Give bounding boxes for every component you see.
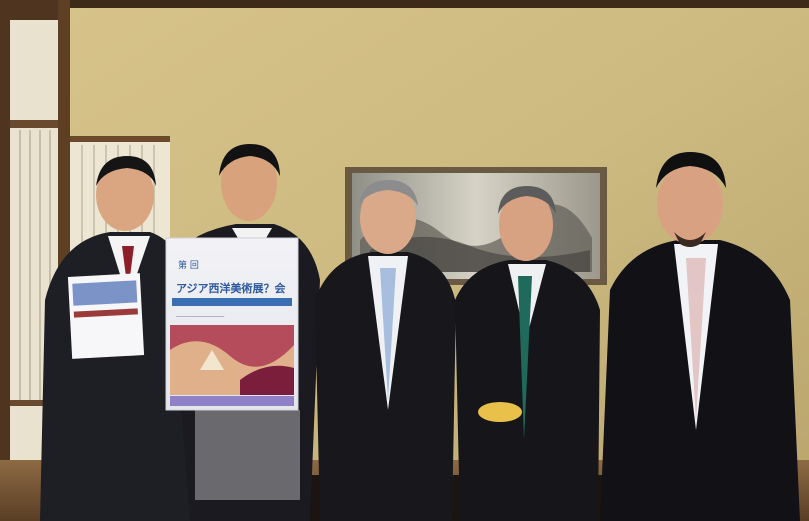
person-4 [455, 186, 600, 521]
event-poster: 第 回 アジア西洋美術展？会 ──────────────── [165, 237, 299, 411]
brochure [67, 273, 145, 359]
poster-title-line2: アジア西洋美術展？会 [176, 281, 287, 295]
poster-title-line1: 第 回 [178, 259, 199, 271]
person-3 [315, 180, 456, 521]
gift-box [478, 402, 522, 422]
ceiling-trim [0, 0, 809, 8]
person-5 [600, 152, 800, 521]
poster-subline: ──────────────── [175, 314, 225, 320]
